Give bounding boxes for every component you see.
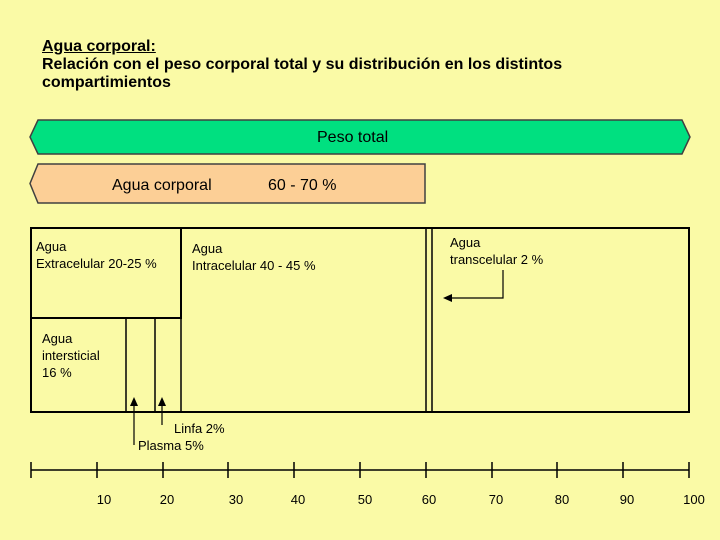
extracelular-label: Agua Extracelular 20-25 %	[36, 238, 157, 272]
plasma-arrowhead	[130, 397, 138, 406]
title-line-1: Relación con el peso corporal total y su…	[42, 56, 563, 73]
transcelular-line-2: transcelular 2 %	[450, 252, 544, 267]
scale-tick-label: 100	[683, 492, 705, 507]
peso-total-banner	[29, 119, 691, 155]
intersticial-line-3: 16 %	[42, 365, 72, 380]
linfa-arrowhead	[158, 397, 166, 406]
scale-tick-label: 90	[619, 492, 635, 507]
plasma-label: Plasma 5%	[138, 438, 204, 453]
page-title: Agua corporal: Relación con el peso corp…	[42, 38, 682, 92]
agua-corporal-range: 60 - 70 %	[268, 177, 337, 194]
agua-corporal-label: Agua corporal	[112, 177, 212, 194]
extracelular-line-2: Extracelular 20-25 %	[36, 256, 157, 271]
transcelular-line-1: Agua	[450, 235, 481, 250]
intersticial-line-1: Agua	[42, 331, 73, 346]
transcelular-label: Agua transcelular 2 %	[450, 234, 543, 268]
linfa-label: Linfa 2%	[174, 421, 225, 436]
agua-corporal-banner	[29, 163, 426, 204]
scale-tick-label: 20	[159, 492, 175, 507]
scale-tick-label: 70	[488, 492, 504, 507]
title-line-2: compartimientos	[42, 74, 171, 91]
scale-tick-label: 50	[357, 492, 373, 507]
scale-tick-label: 40	[290, 492, 306, 507]
intracelular-label: Agua Intracelular 40 - 45 %	[192, 240, 316, 274]
extracelular-line-1: Agua	[36, 239, 67, 254]
intersticial-label: Agua intersticial 16 %	[42, 330, 100, 381]
intersticial-line-2: intersticial	[42, 348, 100, 363]
scale-tick-label: 80	[554, 492, 570, 507]
compartments-box	[30, 227, 690, 413]
scale-tick-label: 10	[96, 492, 112, 507]
scale-tick-label: 60	[421, 492, 437, 507]
transcelular-arrowhead	[443, 294, 452, 302]
transcelular-arrow	[450, 270, 504, 299]
peso-total-label: Peso total	[317, 129, 389, 146]
scale-ticks	[30, 462, 690, 478]
intracelular-line-2: Intracelular 40 - 45 %	[192, 258, 316, 273]
intracelular-line-1: Agua	[192, 241, 223, 256]
scale-tick-label: 30	[228, 492, 244, 507]
title-heading: Agua corporal:	[42, 38, 156, 55]
